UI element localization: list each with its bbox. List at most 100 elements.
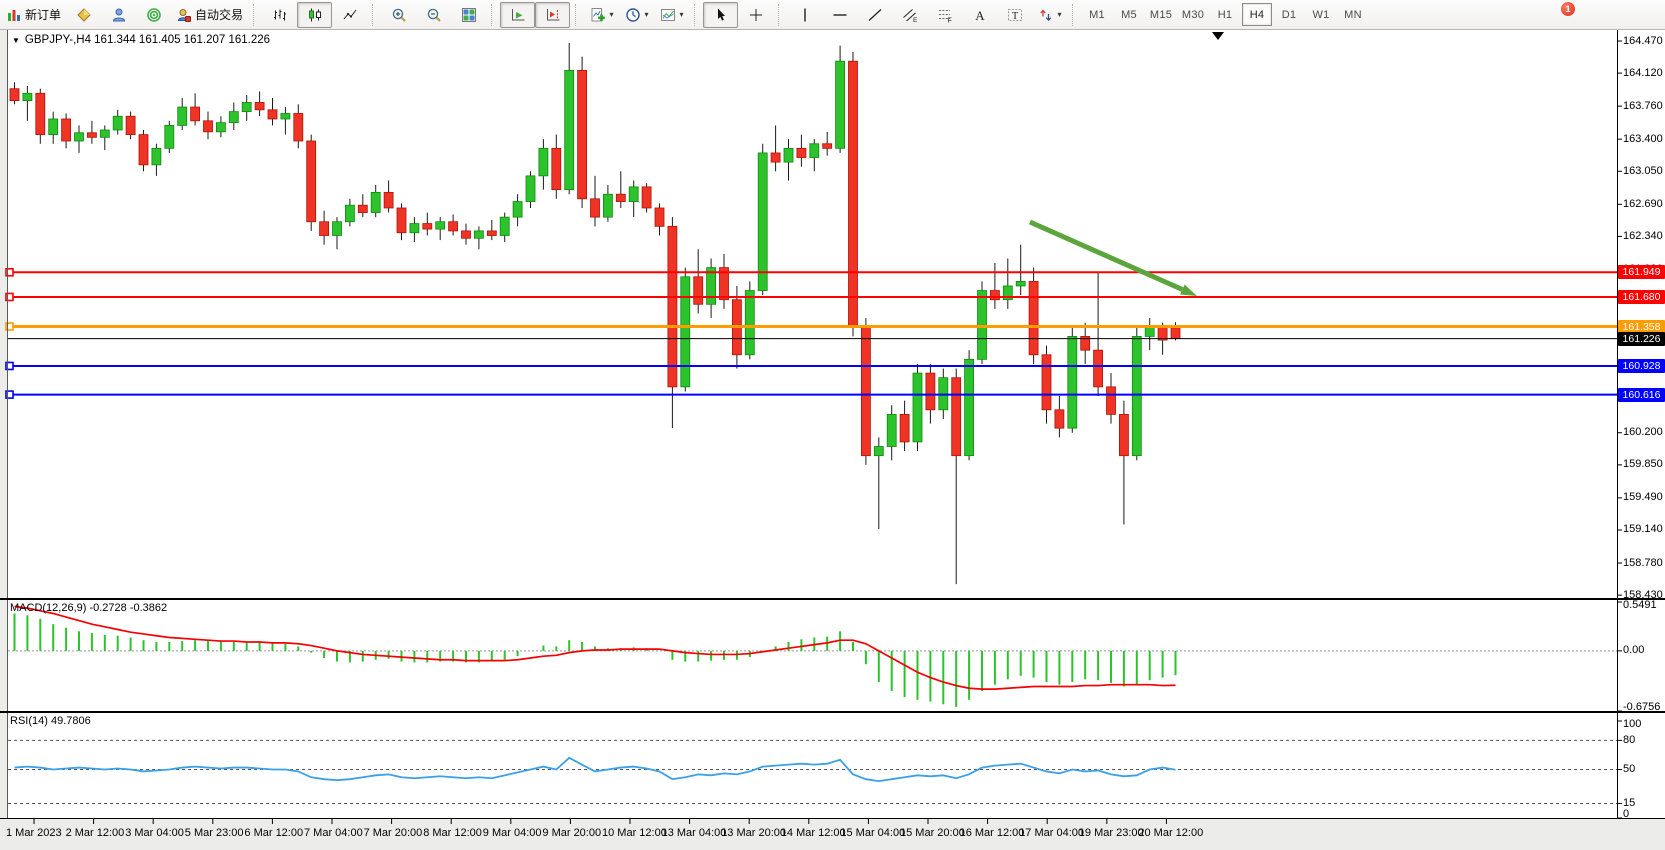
chart-title: ▼ GBPJPY-,H4 161.344 161.405 161.207 161… [12, 34, 270, 46]
candle-down [1080, 336, 1091, 351]
candle-down [693, 276, 704, 305]
candle-down [1093, 349, 1103, 388]
text-button[interactable]: A [962, 2, 997, 28]
y-axis-label: 158.780 [1623, 556, 1663, 569]
toolbar-separator [575, 3, 580, 26]
candle-up [241, 102, 252, 113]
toolbar-separator [491, 3, 496, 26]
svg-text:A: A [975, 8, 985, 23]
y-axis-label: 162.690 [1623, 197, 1663, 210]
timeframe-button-h1[interactable]: H1 [1217, 8, 1233, 21]
candle-down [1054, 409, 1065, 429]
timeframe-button-m30[interactable]: M30 [1181, 8, 1205, 21]
dropdown-arrow-icon[interactable]: ▾ [1057, 10, 1062, 19]
new-order-button[interactable]: 新订单 [1, 2, 66, 28]
candle-up [177, 106, 188, 126]
candlestick-button[interactable] [297, 1, 333, 28]
templates-button[interactable]: ▾ [654, 2, 689, 28]
chart-canvas[interactable] [0, 30, 1665, 850]
new-order-button-label: 新订单 [25, 8, 62, 22]
macd-indicator-label: MACD(12,26,9) -0.2728 -0.3862 [10, 602, 168, 614]
trendline-button[interactable] [857, 2, 892, 28]
timeframe-button-h4[interactable]: H4 [1242, 3, 1273, 26]
candle-down [254, 102, 265, 111]
line-chart-button[interactable] [332, 2, 367, 28]
y-axis-label: 158.430 [1623, 588, 1663, 601]
x-axis-label: 6 Mar 12:00 [244, 827, 304, 839]
candle-up [1144, 326, 1155, 337]
zoom-out-button[interactable] [416, 2, 451, 28]
candle-up [74, 132, 84, 142]
periods-button[interactable]: ▾ [619, 2, 654, 28]
horizontal-line-button[interactable] [822, 2, 857, 28]
candle-down [641, 186, 652, 209]
rsi-indicator-label: RSI(14) 49.7806 [10, 715, 91, 727]
candle-down [1106, 386, 1116, 415]
candle-down [899, 413, 910, 443]
arrows-icon [1039, 9, 1051, 21]
candle-up [473, 230, 484, 239]
rsi-axis-label: 0 [1623, 808, 1630, 820]
news-button[interactable] [136, 2, 171, 28]
notification-badge[interactable]: 1 [1561, 2, 1575, 16]
x-axis-label: 2 Mar 12:00 [65, 827, 125, 839]
styler-button[interactable] [66, 2, 101, 28]
timeframe-button-d1[interactable]: D1 [1281, 8, 1297, 21]
bar-chart-button[interactable] [262, 2, 297, 28]
text-icon: A [975, 8, 985, 23]
autotrading-button-label: 自动交易 [195, 8, 244, 22]
equidistant-channel-button[interactable]: E [892, 2, 927, 28]
timeframe-button-m5[interactable]: M5 [1121, 8, 1137, 21]
tile-windows-button[interactable] [451, 2, 486, 28]
arrows-button[interactable]: ▾ [1032, 2, 1067, 28]
crosshair-button[interactable] [738, 2, 773, 28]
indicators-button[interactable]: ▾ [584, 2, 619, 28]
chart-shift-button[interactable] [535, 1, 571, 28]
cursor-button[interactable] [703, 1, 739, 28]
trend-arrow-line[interactable] [1028, 219, 1184, 292]
chart-title-text: GBPJPY-,H4 161.344 161.405 161.207 161.2… [24, 34, 271, 46]
timeframe-button-m15[interactable]: M15 [1149, 8, 1173, 21]
vertical-line-button[interactable] [787, 2, 822, 28]
x-axis-label: 15 Mar 20:00 [900, 827, 965, 839]
dropdown-arrow-icon[interactable]: ▾ [679, 10, 684, 19]
candle-down [448, 221, 459, 232]
clock-icon [625, 7, 640, 22]
symbol-dropdown-icon[interactable]: ▼ [12, 35, 20, 45]
svg-text:T: T [1011, 10, 1017, 21]
dropdown-arrow-icon[interactable]: ▾ [644, 10, 649, 19]
dropdown-arrow-icon[interactable]: ▾ [609, 10, 614, 19]
scroll-marker-icon[interactable] [1212, 32, 1224, 40]
price-tag-161.680: 161.680 [1618, 289, 1665, 304]
timeframe-button-m1[interactable]: M1 [1089, 8, 1105, 21]
label-button[interactable]: T [997, 2, 1032, 28]
candle-up [344, 204, 355, 223]
x-axis-label: 10 Mar 12:00 [602, 827, 667, 839]
candle-down [306, 140, 317, 223]
candle-up [977, 290, 987, 360]
x-axis-label: 9 Mar 04:00 [482, 827, 542, 839]
candle-down [654, 207, 665, 227]
candle-up [628, 186, 639, 202]
fibonacci-button[interactable]: F [927, 2, 962, 28]
candle-up [512, 201, 523, 218]
timeframe-button-mn[interactable]: MN [1344, 8, 1362, 21]
rsi-panel-separator[interactable] [0, 711, 1665, 713]
toolbar: 新订单 自动交易 ▾ ▾ ▾ E F A T ▾ M1 M5 M15 M30 H1 H4 D1 W1 MN [0, 0, 1665, 30]
candle-up [1002, 285, 1013, 301]
candle-up [757, 152, 768, 291]
community-button[interactable] [101, 2, 136, 28]
rsi-axis-label: 50 [1623, 763, 1636, 775]
cursor-icon [717, 8, 725, 21]
hline-handle [5, 390, 14, 399]
autotrading-button[interactable]: 自动交易 [171, 2, 248, 28]
candle-up [228, 111, 239, 124]
candle-down [1028, 280, 1039, 356]
macd-panel-separator[interactable] [0, 598, 1665, 600]
zoom-in-button[interactable] [381, 2, 416, 28]
auto-scroll-button[interactable] [500, 1, 536, 28]
timeframe-button-w1[interactable]: W1 [1312, 8, 1330, 21]
time-axis-separator [0, 818, 1665, 819]
candle-up [1015, 280, 1026, 287]
zoom-out-icon [427, 8, 441, 22]
